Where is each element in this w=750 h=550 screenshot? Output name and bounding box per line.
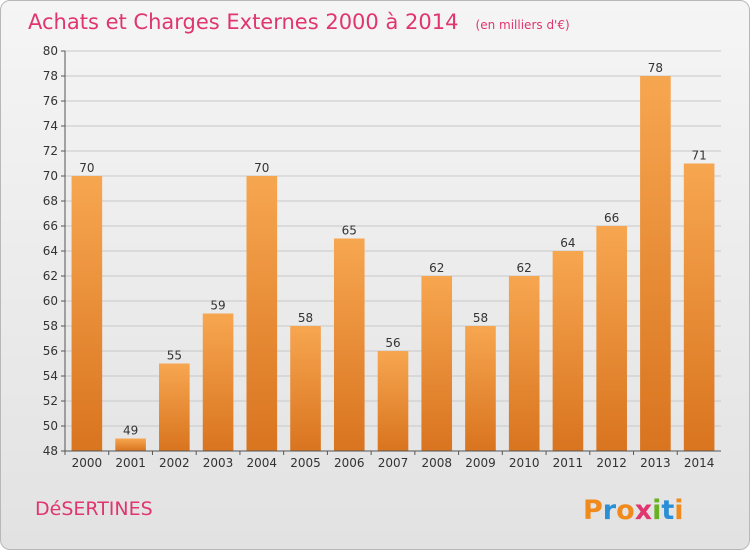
bar-2000	[71, 176, 103, 451]
chart-title: Achats et Charges Externes 2000 à 2014 (…	[28, 10, 570, 34]
data-label-2005: 58	[298, 311, 313, 325]
y-tick-label: 80	[43, 44, 58, 58]
y-tick-label: 52	[43, 394, 58, 408]
y-tick-label: 74	[43, 119, 58, 133]
logo-letter: o	[616, 495, 635, 526]
y-tick-label: 58	[43, 319, 58, 333]
bar-2008	[421, 276, 453, 451]
y-tick-label: 72	[43, 144, 58, 158]
x-tick-label-2009: 2009	[465, 456, 496, 470]
data-label-2002: 55	[167, 349, 182, 363]
data-label-2001: 49	[123, 424, 138, 438]
x-tick-label-2006: 2006	[334, 456, 365, 470]
x-tick-label-2008: 2008	[421, 456, 452, 470]
y-axis: 48 50 52 54 56 58 60 62 64 66 68 70 72 74 76 78 80	[43, 44, 66, 458]
data-label-2004: 70	[254, 161, 269, 175]
y-tick-label: 50	[43, 419, 58, 433]
data-label-2010: 62	[517, 261, 532, 275]
bar-2007	[377, 351, 409, 451]
bar-2004	[246, 176, 278, 451]
data-label-2008: 62	[429, 261, 444, 275]
x-tick-label-2002: 2002	[159, 456, 190, 470]
y-tick-label: 48	[43, 444, 58, 458]
x-axis: 2000 2001 2002 2003 2004 2005 2006 2007 2008 2009…	[64, 450, 721, 470]
bar-2006	[333, 238, 365, 451]
data-label-2006: 65	[342, 224, 357, 238]
bar-2013	[640, 76, 671, 451]
x-tick-label-2000: 2000	[72, 456, 103, 470]
x-tick-label-2007: 2007	[378, 456, 409, 470]
data-label-2000: 70	[79, 161, 94, 175]
y-tick-label: 66	[43, 219, 58, 233]
bar-2002	[159, 363, 190, 451]
y-tick-label: 76	[43, 94, 58, 108]
y-tick-label: 62	[43, 269, 58, 283]
x-tick-label-2014: 2014	[684, 456, 715, 470]
y-tick-label: 56	[43, 344, 58, 358]
x-tick-label-2005: 2005	[290, 456, 321, 470]
data-label-2003: 59	[210, 299, 225, 313]
x-tick-label-2010: 2010	[509, 456, 540, 470]
data-label-2011: 64	[560, 236, 575, 250]
data-label-2012: 66	[604, 211, 619, 225]
x-tick-label-2003: 2003	[203, 456, 234, 470]
bar-2014	[683, 163, 715, 451]
y-tick-label: 70	[43, 169, 58, 183]
logo-letter: r	[603, 495, 617, 526]
x-tick-label-2012: 2012	[596, 456, 627, 470]
y-tick-label: 64	[43, 244, 58, 258]
x-tick-label-2004: 2004	[247, 456, 278, 470]
data-label-2014: 71	[691, 149, 706, 163]
data-label-2009: 58	[473, 311, 488, 325]
bar-2012	[596, 226, 627, 451]
commune-name: DéSERTINES	[35, 498, 153, 520]
bar-2011	[552, 251, 584, 451]
x-tick-label-2011: 2011	[553, 456, 584, 470]
grid-lines	[65, 50, 721, 452]
bar-2005	[290, 326, 321, 451]
logo-letter: i	[652, 495, 661, 526]
logo-letter: i	[674, 495, 683, 526]
logo-letter: t	[661, 495, 674, 526]
logo-letter: x	[635, 495, 652, 526]
bar-2001	[115, 438, 146, 451]
x-tick-label-2013: 2013	[640, 456, 671, 470]
logo-letter: P	[583, 495, 603, 526]
data-label-2013: 78	[648, 61, 663, 75]
proxiti-logo: Proxiti	[583, 495, 684, 526]
bar-2009	[465, 326, 496, 451]
data-label-2007: 56	[385, 336, 400, 350]
y-tick-label: 60	[43, 294, 58, 308]
y-tick-label: 78	[43, 69, 58, 83]
y-tick-label: 68	[43, 194, 58, 208]
bars: 70 49 55 59 70 58 65 56 62 58 62 64 66 78 71	[71, 61, 715, 451]
y-tick-label: 54	[43, 369, 58, 383]
x-tick-label-2001: 2001	[115, 456, 146, 470]
bar-2003	[202, 313, 234, 451]
bar-2010	[508, 276, 540, 451]
